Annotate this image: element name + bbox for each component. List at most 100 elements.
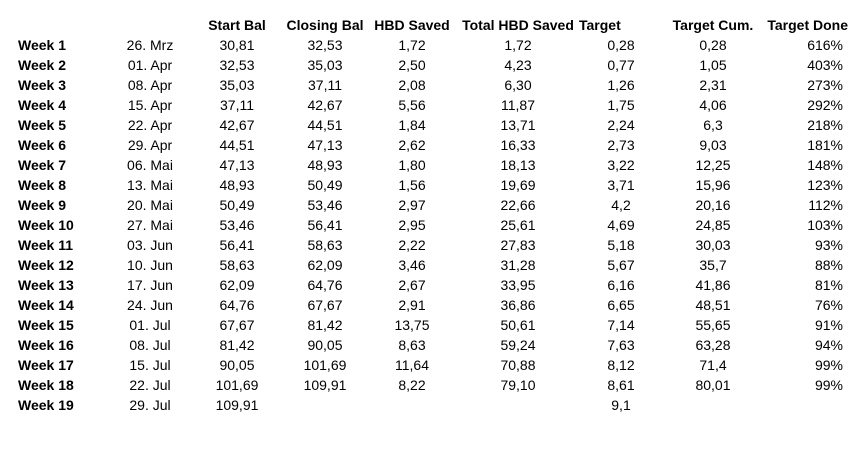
cell-target: 6,16 <box>607 277 635 293</box>
cell-target-cum: 30,03 <box>695 237 731 253</box>
cell-start-bal: 30,81 <box>219 37 255 53</box>
cell-target: 5,67 <box>607 257 635 273</box>
cell-target-cum: 35,7 <box>699 257 727 273</box>
cell-target-done: 94% <box>814 337 843 353</box>
cell-week: Week 19 <box>18 397 74 413</box>
cell-total-hbd-saved: 27,83 <box>500 237 536 253</box>
cell-target-done: 123% <box>807 177 843 193</box>
cell-hbd-saved: 2,67 <box>398 277 426 293</box>
cell-target: 6,65 <box>607 297 635 313</box>
cell-week: Week 12 <box>18 257 74 273</box>
cell-date: 15. Apr <box>127 97 173 113</box>
cell-total-hbd-saved: 33,95 <box>500 277 536 293</box>
cell-target-done: 93% <box>814 237 843 253</box>
table-row: Week 12 10. Jun 58,63 62,09 3,46 31,28 5,67 35,… <box>0 255 848 275</box>
cell-target: 7,14 <box>607 317 635 333</box>
table-row: Week 11 03. Jun 56,41 58,63 2,22 27,83 5,18 30,… <box>0 235 848 255</box>
cell-start-bal: 48,93 <box>219 177 255 193</box>
column-header-start-bal: Start Bal <box>208 17 266 33</box>
cell-closing-bal: 109,91 <box>303 377 347 393</box>
cell-target-cum: 0,28 <box>699 37 727 53</box>
column-header-target: Target <box>579 17 621 33</box>
cell-closing-bal: 58,63 <box>307 237 343 253</box>
table-row: Week 13 17. Jun 62,09 64,76 2,67 33,95 6,16 41,… <box>0 275 848 295</box>
cell-target: 0,28 <box>607 37 635 53</box>
cell-start-bal: 56,41 <box>219 237 255 253</box>
cell-target: 1,26 <box>607 77 635 93</box>
cell-target-done: 81% <box>814 277 843 293</box>
cell-date: 10. Jun <box>127 257 173 273</box>
cell-target-cum: 48,51 <box>695 297 731 313</box>
cell-target-done: 403% <box>807 57 843 73</box>
cell-total-hbd-saved: 1,72 <box>504 37 532 53</box>
table-row: Week 19 29. Jul 109,91 9,1 <box>0 395 848 415</box>
cell-hbd-saved: 2,50 <box>398 57 426 73</box>
cell-target-done: 273% <box>807 77 843 93</box>
cell-target-cum: 24,85 <box>695 217 731 233</box>
cell-date: 13. Mai <box>127 177 173 193</box>
cell-total-hbd-saved: 36,86 <box>500 297 536 313</box>
table-row: Week 10 27. Mai 53,46 56,41 2,95 25,61 4,69 24,… <box>0 215 848 235</box>
table-row: Week 16 08. Jul 81,42 90,05 8,63 59,24 7,63 63,… <box>0 335 848 355</box>
cell-closing-bal: 37,11 <box>308 77 342 93</box>
cell-closing-bal: 50,49 <box>307 177 343 193</box>
cell-start-bal: 44,51 <box>219 137 255 153</box>
table-row: Week 5 22. Apr 42,67 44,51 1,84 13,71 2,24 6,3 2… <box>0 115 848 135</box>
table-row: Week 6 29. Apr 44,51 47,13 2,62 16,33 2,73 9,03… <box>0 135 848 155</box>
cell-closing-bal: 53,46 <box>307 197 343 213</box>
cell-target: 8,12 <box>607 357 635 373</box>
table-row: Week 3 08. Apr 35,03 37,11 2,08 6,30 1,26 2,31 2… <box>0 75 848 95</box>
column-header-date <box>110 15 190 35</box>
table-row: Week 2 01. Apr 32,53 35,03 2,50 4,23 0,77 1,05 4… <box>0 55 848 75</box>
cell-target: 1,75 <box>607 97 635 113</box>
cell-week: Week 2 <box>18 57 66 73</box>
cell-start-bal: 101,69 <box>215 377 259 393</box>
cell-target-done: 76% <box>814 297 843 313</box>
cell-target: 7,63 <box>607 337 635 353</box>
cell-target-done: 88% <box>814 257 843 273</box>
cell-week: Week 1 <box>18 37 66 53</box>
cell-target-cum: 6,3 <box>703 117 723 133</box>
cell-date: 17. Jun <box>127 277 173 293</box>
cell-start-bal: 67,67 <box>219 317 255 333</box>
cell-start-bal: 37,11 <box>220 97 254 113</box>
cell-week: Week 4 <box>18 97 66 113</box>
cell-total-hbd-saved: 25,61 <box>500 217 536 233</box>
cell-target: 5,18 <box>607 237 635 253</box>
cell-week: Week 6 <box>18 137 66 153</box>
cell-total-hbd-saved: 59,24 <box>500 337 536 353</box>
cell-target-cum: 12,25 <box>695 157 731 173</box>
cell-target-cum: 15,96 <box>695 177 731 193</box>
cell-target-cum: 55,65 <box>695 317 731 333</box>
cell-target-done: 91% <box>814 317 843 333</box>
cell-start-bal: 109,91 <box>215 397 259 413</box>
cell-total-hbd-saved <box>458 395 578 415</box>
cell-total-hbd-saved: 50,61 <box>500 317 536 333</box>
cell-total-hbd-saved: 31,28 <box>500 257 536 273</box>
cell-target: 4,69 <box>607 217 635 233</box>
cell-start-bal: 47,13 <box>219 157 255 173</box>
cell-week: Week 13 <box>18 277 74 293</box>
cell-total-hbd-saved: 11,87 <box>501 97 535 113</box>
cell-week: Week 11 <box>18 237 74 253</box>
cell-hbd-saved: 2,08 <box>398 77 426 93</box>
table-row: Week 8 13. Mai 48,93 50,49 1,56 19,69 3,71 15,9… <box>0 175 848 195</box>
cell-week: Week 10 <box>18 217 74 233</box>
cell-closing-bal: 64,76 <box>307 277 343 293</box>
cell-hbd-saved: 8,63 <box>398 337 426 353</box>
cell-target-done: 292% <box>807 97 843 113</box>
cell-start-bal: 90,05 <box>219 357 255 373</box>
column-header-target-done: Target Done <box>767 17 848 33</box>
cell-hbd-saved <box>366 395 458 415</box>
cell-target-done: 218% <box>807 117 843 133</box>
cell-total-hbd-saved: 70,88 <box>500 357 536 373</box>
cell-hbd-saved: 2,97 <box>398 197 426 213</box>
cell-start-bal: 62,09 <box>219 277 255 293</box>
cell-target-cum: 41,86 <box>695 277 731 293</box>
column-header-hbd-saved: HBD Saved <box>374 17 450 33</box>
table-row: Week 1 26. Mrz 30,81 32,53 1,72 1,72 0,28 0,28 6… <box>0 35 848 55</box>
cell-hbd-saved: 2,62 <box>398 137 426 153</box>
cell-target: 8,61 <box>607 377 635 393</box>
table-row: Week 17 15. Jul 90,05 101,69 11,64 70,88 8,12 7… <box>0 355 848 375</box>
